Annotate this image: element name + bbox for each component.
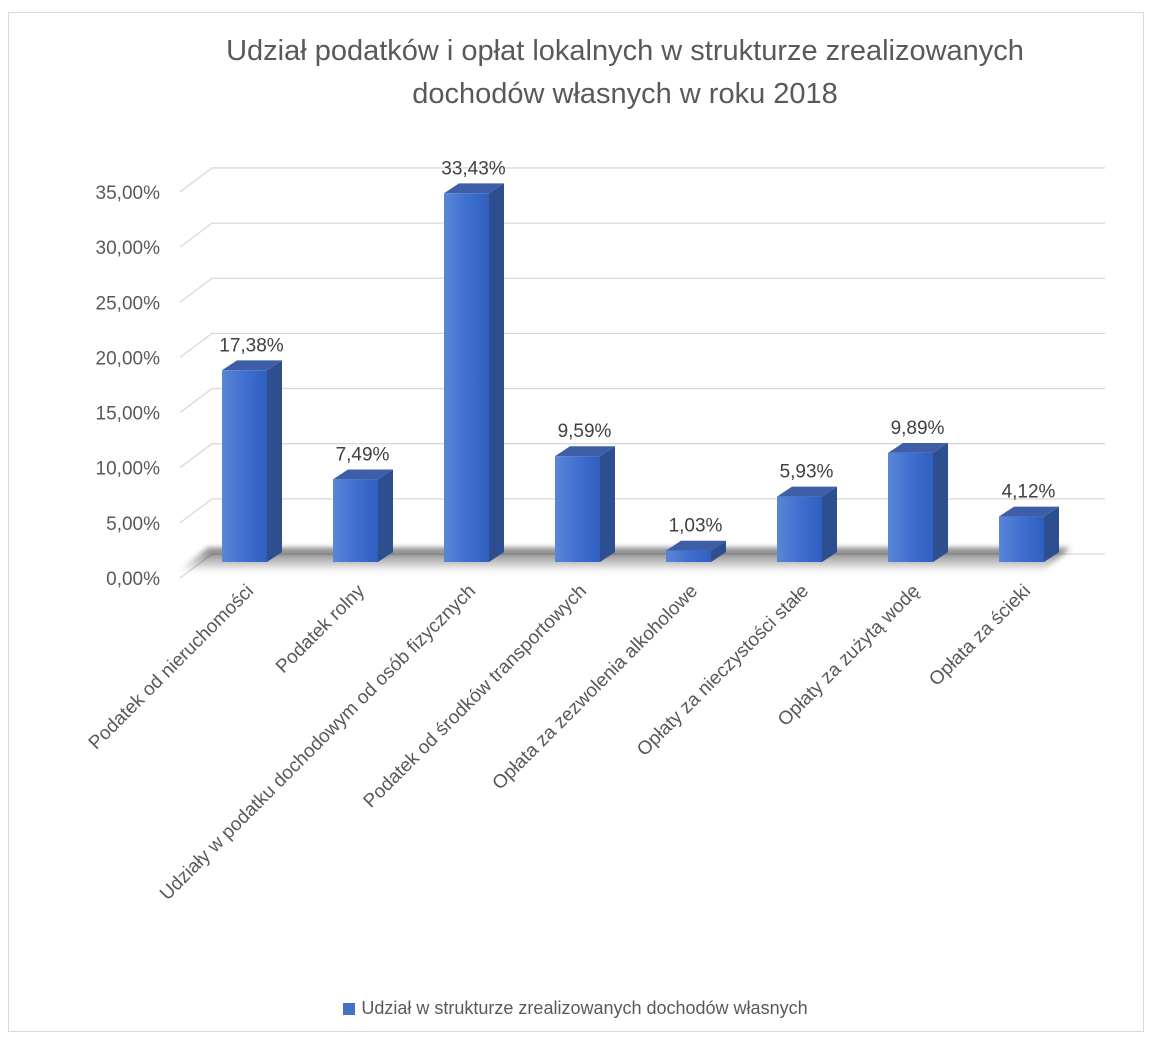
bar — [333, 469, 393, 562]
bar-front — [555, 456, 600, 562]
x-axis: Podatek od nieruchomości Podatek rolnyUdz… — [85, 580, 1035, 904]
gridlines — [180, 168, 1105, 578]
data-label: 5,93% — [780, 462, 834, 483]
legend: Udział w strukturze zrealizowanych docho… — [0, 998, 1151, 1019]
bar-side — [933, 443, 948, 562]
bar — [888, 443, 948, 562]
gridline — [180, 168, 1105, 192]
y-tick-label: 10,00% — [96, 459, 161, 480]
bar — [999, 507, 1059, 562]
bar-front — [888, 453, 933, 562]
data-label: 33,43% — [441, 158, 506, 179]
gridline — [180, 499, 1105, 523]
legend-label: Udział w strukturze zrealizowanych docho… — [361, 998, 807, 1018]
data-label: 9,59% — [558, 421, 612, 442]
data-label: 9,89% — [891, 418, 945, 439]
x-category-label: Opłata za ścieki — [925, 581, 1035, 691]
bars — [222, 183, 1059, 562]
data-label: 17,38% — [219, 335, 284, 356]
bar-side — [378, 469, 393, 562]
y-tick-label: 15,00% — [96, 404, 161, 425]
bar-front — [333, 479, 378, 562]
bar-front — [777, 497, 822, 562]
bar-front — [666, 551, 711, 562]
gridline — [180, 333, 1105, 357]
bar-side — [267, 360, 282, 562]
y-tick-label: 25,00% — [96, 293, 161, 314]
x-category-label: Podatek rolny — [272, 580, 369, 677]
data-label: 1,03% — [669, 516, 723, 537]
bar — [777, 487, 837, 562]
gridline — [180, 444, 1105, 468]
bar — [222, 360, 282, 562]
gridline — [180, 389, 1105, 413]
x-category-label: Opłata za zezwolenia alkoholowe — [489, 581, 703, 795]
bar-front — [222, 370, 267, 562]
y-axis: 0,00% 5,00% 10,00% 15,00% 20,00% 25,00% 30,00%… — [96, 183, 161, 590]
y-tick-label: 20,00% — [96, 348, 161, 369]
x-category-label: Podatek od środków transportowych — [360, 581, 591, 812]
bar-side — [822, 487, 837, 562]
gridline — [180, 223, 1105, 247]
y-tick-label: 30,00% — [96, 238, 161, 259]
bar-side — [489, 183, 504, 562]
bar-front — [444, 193, 489, 562]
data-label: 7,49% — [336, 444, 390, 465]
bar-side — [600, 446, 615, 562]
legend-swatch — [343, 1003, 355, 1015]
y-tick-label: 35,00% — [96, 183, 161, 204]
bar-front — [999, 517, 1044, 562]
bar — [444, 183, 504, 562]
gridline — [180, 278, 1105, 302]
x-category-label: Podatek od nieruchomości — [85, 581, 258, 754]
y-tick-label: 0,00% — [106, 569, 160, 590]
y-tick-label: 5,00% — [106, 514, 160, 535]
data-label: 4,12% — [1002, 482, 1056, 503]
bar — [555, 446, 615, 562]
